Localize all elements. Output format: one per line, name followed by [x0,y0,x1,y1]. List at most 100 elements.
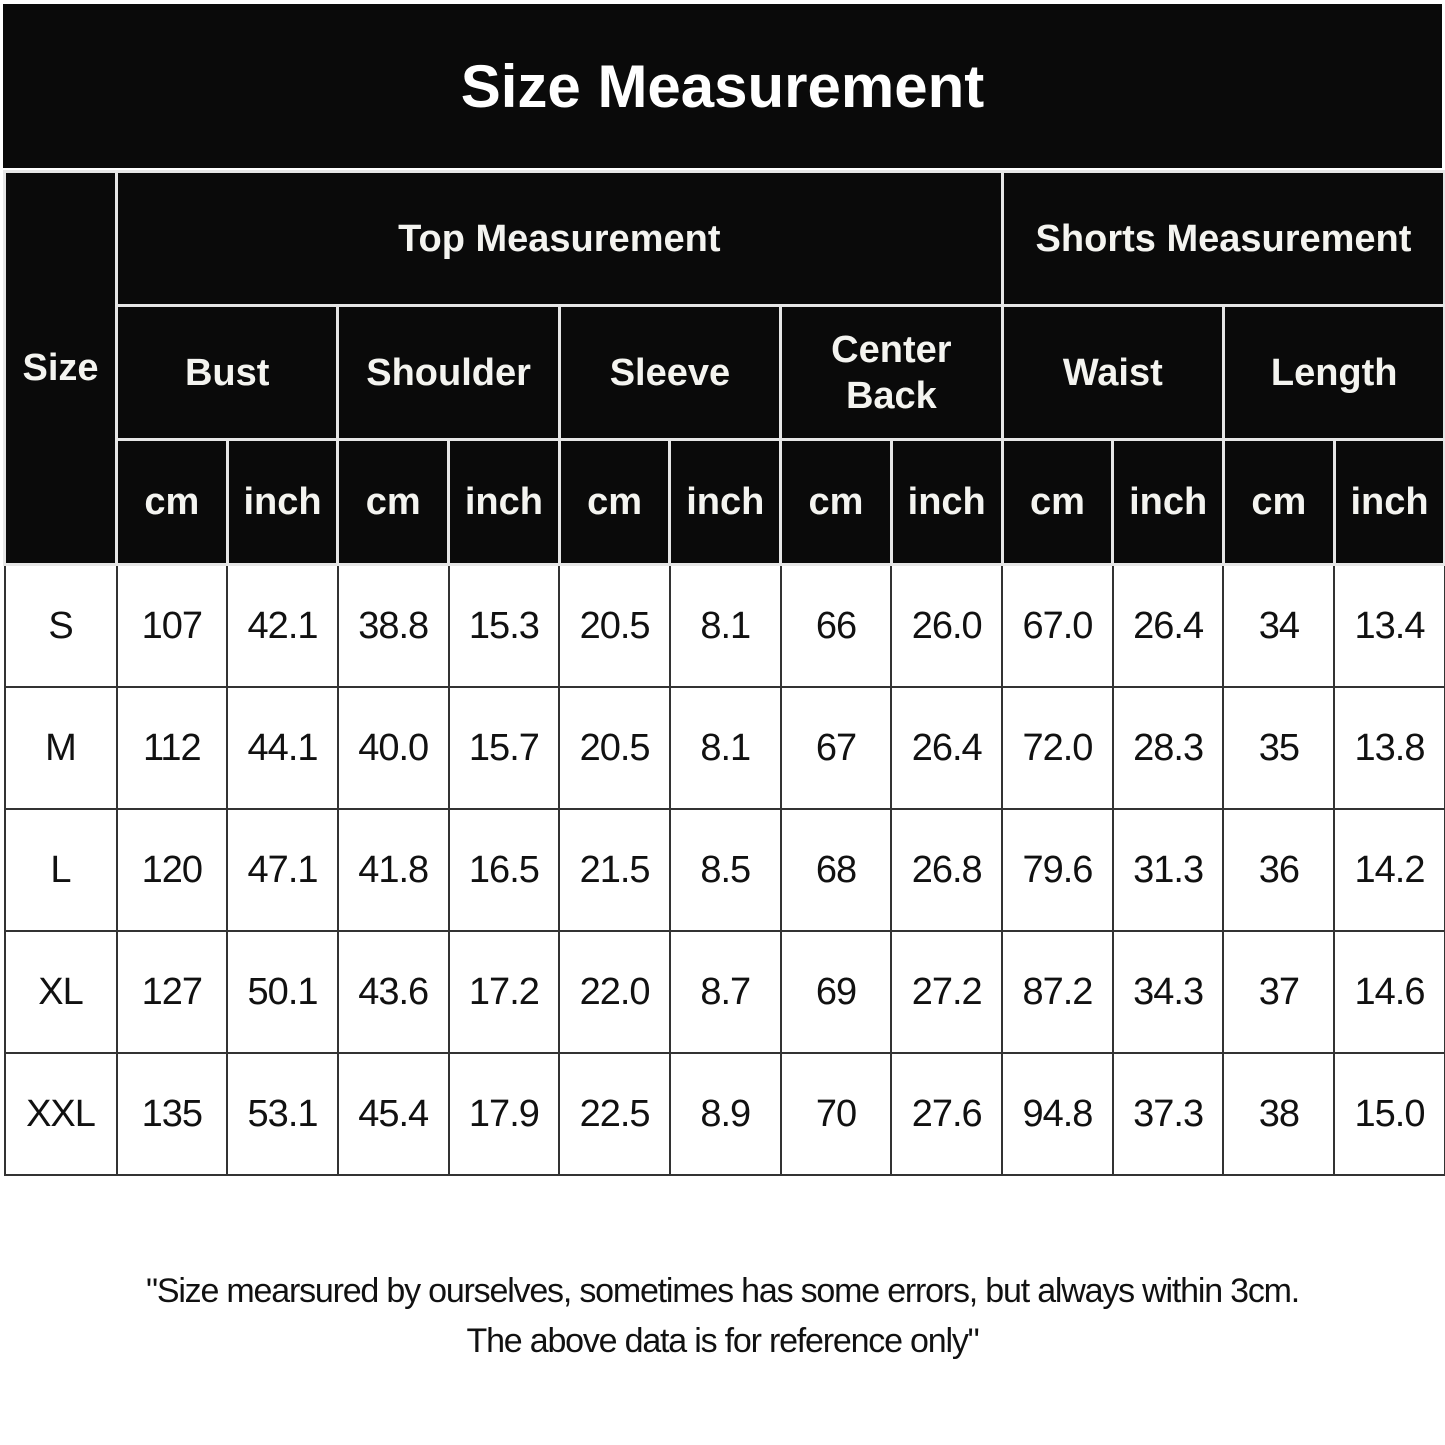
value-cell: 8.1 [668,686,782,810]
group-header: Top Measurement [115,170,1004,307]
value-cell: 8.5 [668,808,782,932]
unit-header: inch [668,438,783,566]
table-row: L 120 47.1 41.8 16.5 21.5 8.5 68 26.8 79.6 31.3 36 1… [3,808,1445,932]
value-cell: 42.1 [226,563,339,688]
value-cell: 94.8 [1001,1052,1114,1176]
value-cell: 20.5 [558,686,671,810]
size-cell: S [3,563,118,688]
measure-header: Center Back [779,304,1004,441]
note-line-2: The above data is for reference only" [466,1322,980,1360]
value-cell: 16.5 [447,808,561,932]
value-cell: 69 [779,930,893,1054]
value-cell: 26.4 [890,686,1004,810]
unit-header: cm [1000,438,1115,566]
value-cell: 112 [115,686,229,810]
value-cell: 37 [1222,930,1336,1054]
value-cell: 15.0 [1333,1052,1445,1176]
value-cell: 87.2 [1001,930,1114,1054]
value-cell: 107 [115,563,229,688]
unit-header: inch [1332,438,1445,566]
value-cell: 53.1 [226,1052,339,1176]
value-cell: 45.4 [336,1052,450,1176]
unit-header: cm [557,438,672,566]
table-row: XL 127 50.1 43.6 17.2 22.0 8.7 69 27.2 87.2 34.3 37… [3,930,1445,1054]
unit-header: cm [1221,438,1336,566]
measure-label: Waist [1062,351,1163,394]
disclaimer-note: "Size mearsured by ourselves, sometimes … [0,1266,1445,1366]
value-cell: 8.9 [668,1052,782,1176]
value-cell: 34 [1222,563,1336,688]
unit-header: cm [336,438,451,566]
value-cell: 13.8 [1333,686,1445,810]
value-cell: 50.1 [226,930,339,1054]
unit-header: cm [115,438,229,566]
group-header-row: Size Top Measurement Shorts Measurement [3,170,1445,566]
value-cell: 47.1 [226,808,339,932]
size-cell: XL [3,930,118,1054]
value-cell: 26.4 [1111,563,1225,688]
measure-header: Shoulder [336,304,561,441]
unit-header: inch [1111,438,1225,566]
unit-header: inch [447,438,561,566]
measure-header: Bust [114,304,340,441]
unit-header-row: cm inch cm inch cm inch cm inch cm inch cm inch [5,438,1445,566]
measure-header: Sleeve [557,304,783,441]
value-cell: 27.6 [890,1052,1004,1176]
measure-label: Bust [184,351,270,394]
measure-header: Waist [1000,304,1225,441]
value-cell: 15.7 [447,686,561,810]
value-cell: 13.4 [1333,563,1445,688]
value-cell: 22.5 [558,1052,671,1176]
value-cell: 67.0 [1001,563,1114,688]
value-cell: 27.2 [890,930,1004,1054]
value-cell: 36 [1222,808,1336,932]
value-cell: 22.0 [558,930,671,1054]
value-cell: 17.2 [447,930,561,1054]
value-cell: 72.0 [1001,686,1114,810]
value-cell: 26.0 [890,563,1004,688]
unit-header: inch [225,438,340,566]
value-cell: 41.8 [336,808,450,932]
value-cell: 8.1 [668,563,782,688]
value-cell: 38 [1222,1052,1336,1176]
value-cell: 14.2 [1333,808,1445,932]
size-cell: M [3,686,118,810]
group-header: Shorts Measurement [1000,170,1445,307]
value-cell: 127 [115,930,229,1054]
value-cell: 43.6 [336,930,450,1054]
value-cell: 26.8 [890,808,1004,932]
value-cell: 28.3 [1111,686,1225,810]
size-header: Size [3,170,118,566]
value-cell: 31.3 [1111,808,1225,932]
value-cell: 17.9 [447,1052,561,1176]
value-cell: 37.3 [1111,1052,1225,1176]
value-cell: 67 [779,686,893,810]
table-row: M 112 44.1 40.0 15.7 20.5 8.1 67 26.4 72.0 28.3 35 1… [3,686,1445,810]
unit-header: inch [889,438,1004,566]
value-cell: 135 [115,1052,229,1176]
value-cell: 66 [779,563,893,688]
note-line-1: "Size mearsured by ourselves, sometimes … [145,1272,1300,1310]
value-cell: 20.5 [558,563,671,688]
value-cell: 44.1 [226,686,339,810]
measure-label: Length [1270,351,1398,394]
value-cell: 38.8 [336,563,450,688]
value-cell: 68 [779,808,893,932]
measure-label: Shoulder [366,351,531,394]
size-cell: L [3,808,118,932]
value-cell: 15.3 [447,563,561,688]
size-cell: XXL [3,1052,118,1176]
value-cell: 14.6 [1333,930,1445,1054]
value-cell: 120 [115,808,229,932]
unit-header: cm [779,438,893,566]
measure-header: Length [1221,304,1445,441]
table-row: XXL 135 53.1 45.4 17.9 22.5 8.9 70 27.6 94.8 37.3 3… [3,1052,1445,1176]
value-cell: 40.0 [336,686,450,810]
value-cell: 70 [779,1052,893,1176]
measure-label: Center Back [831,328,952,417]
size-table: Size Top Measurement Shorts Measurement Bus… [3,170,1445,1176]
value-cell: 79.6 [1001,808,1114,932]
value-cell: 35 [1222,686,1336,810]
table-row: S 107 42.1 38.8 15.3 20.5 8.1 66 26.0 67.0 26.4 34 1… [3,563,1445,688]
chart-title: Size Measurement [3,4,1442,168]
